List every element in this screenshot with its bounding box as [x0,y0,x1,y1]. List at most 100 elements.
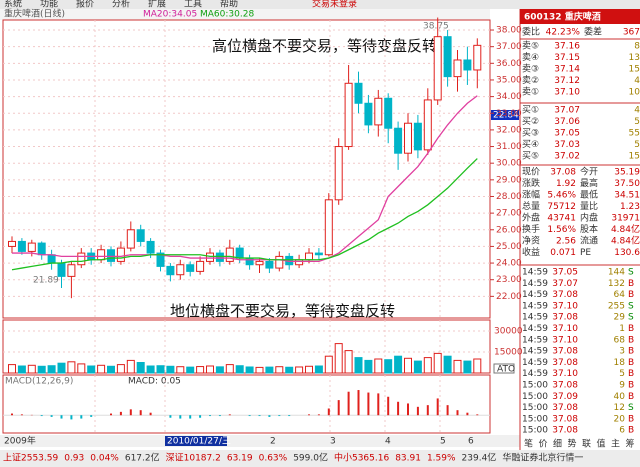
candle-body [413,122,422,151]
month-label: 3 [330,437,336,447]
menu-item[interactable]: 帮助 [220,0,238,10]
quote-cell: 4 [634,106,640,116]
candle-body [324,199,333,256]
volume-bar [136,362,145,374]
date-cursor-box [165,436,227,446]
quote-cell: 37.08 [550,168,576,178]
volume-bar [87,365,96,374]
quote-cell: 今开 [580,166,598,178]
quote-cell: 37.10 [554,88,580,98]
quote-cell: 37.06 [554,117,580,127]
status-item: 0.63% [259,454,288,464]
volume-bar [453,359,462,374]
candle-body [116,247,125,262]
quote-cell: B [628,279,634,289]
ma-line [12,95,478,263]
quote-cell: 75712 [547,202,576,212]
candle-body [433,36,442,101]
quote-cell: 2.56 [556,237,576,247]
quote-cell: 买⑤ [522,151,539,162]
quote-cell: 买③ [522,128,539,139]
quote-cell: 买② [522,116,539,127]
quote-cell: 14:59 [522,313,548,323]
quote-cell: 14:59 [522,268,548,278]
candle-body [215,252,224,262]
quote-cell: 37.02 [554,152,580,162]
quote-cell: 4.84亿 [611,223,640,235]
candle-body [126,229,135,249]
quote-cell: B [628,347,634,357]
ma60-label: MA60:30.28 [200,10,254,20]
macd-value: MACD: 0.05 [128,377,181,387]
menu-item[interactable]: 功能 [40,0,58,10]
low-marker: 21.89 [33,276,59,286]
status-item: 599.0亿 [293,452,328,464]
volume-bar [77,363,86,374]
quote-tab[interactable]: 联 [582,439,591,450]
volume-bar [47,365,56,374]
volume-bar [156,365,165,374]
candle-body [404,122,412,154]
quote-cell: 1 [619,324,625,334]
quote-cell: 37.05 [552,268,578,278]
quote-cell: 委差 [584,26,602,38]
quote-cell: 买① [522,105,539,116]
quote-tab[interactable]: 值 [597,438,606,450]
candle-body [305,252,313,261]
menu-item[interactable]: 报价 [76,0,94,10]
candle-body [314,252,323,256]
quote-cell: 37.05 [554,129,580,139]
candle-body [235,247,244,259]
volume-bar [196,366,205,374]
quote-cell: B [628,324,634,334]
current-price: 22.84 [493,111,519,121]
quote-cell: 卖③ [522,64,539,75]
quote-cell: 14:59 [522,358,548,368]
volume-bar [423,357,432,374]
quote-cell: 1.92 [556,179,576,189]
quote-tab[interactable]: 笔 [524,438,533,450]
ato-label[interactable]: ATO [497,365,515,375]
quote-tab[interactable]: 细 [553,438,562,450]
ma-line [11,158,478,271]
menu-item[interactable]: 工具 [184,0,202,10]
quote-cell: 6 [619,426,625,436]
quote-cell: 8 [634,42,640,52]
candle-body [334,146,343,201]
quote-cell: B [628,358,634,368]
ma20-label: MA20:34.05 [143,10,197,20]
candle-body [225,247,234,262]
menu-item[interactable]: 分析 [112,0,130,10]
ato-badge[interactable] [493,363,515,374]
quote-cell: 0.071 [550,248,576,258]
quote-cell: 卖① [522,87,539,98]
quote-cell: B [628,369,634,379]
quote-tab[interactable]: 主 [611,438,620,450]
candle-body [295,259,304,266]
menu-item[interactable]: 系统 [4,0,22,10]
candle-body [255,260,264,266]
volume-bar [394,355,403,374]
volume-bar [443,355,452,374]
quote-cell: 最低 [580,189,598,201]
volume-bar [225,364,234,374]
quote-tab[interactable]: 势 [568,438,577,450]
volume-bar [384,359,393,374]
candle-body [97,249,106,261]
candle-body [67,264,76,277]
quote-cell: 9 [619,381,625,391]
volume-bar [57,362,66,374]
quote-tab[interactable]: 价 [539,439,548,450]
menu-item[interactable]: 扩展 [148,0,166,10]
date-start: 2009年 [4,435,36,447]
quote-cell: 卖⑤ [522,41,539,52]
y-tick-label: 31.00 [496,142,522,152]
price-panel [2,19,491,319]
volume-bar [265,366,274,374]
candle-body [146,240,155,254]
candle-body [443,36,452,78]
quote-cell: 255 [608,301,625,311]
candle-body [453,59,462,78]
quote-cell: 37.07 [552,279,578,289]
quote-tab[interactable]: 筹 [626,438,635,450]
